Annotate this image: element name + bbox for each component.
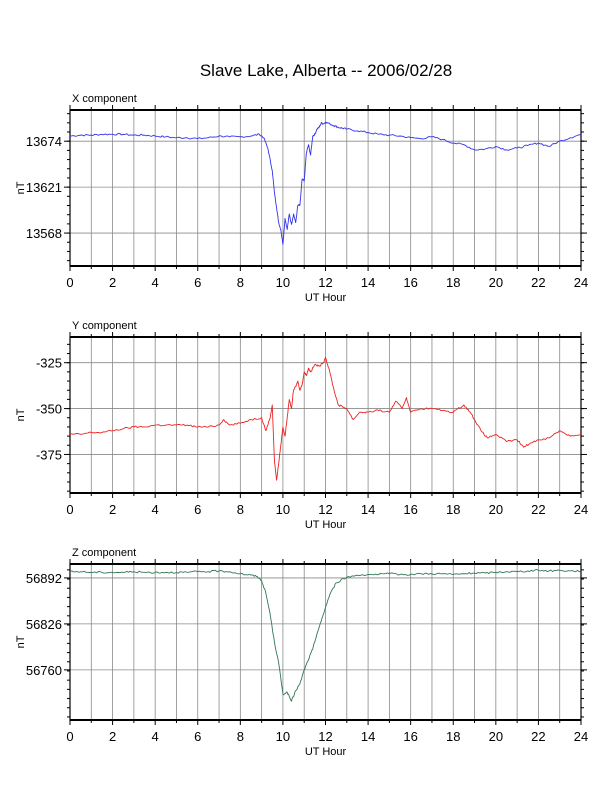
x-tick-label: 16 bbox=[403, 729, 417, 744]
y-tick-label: -375 bbox=[36, 447, 62, 462]
y-tick-label: -325 bbox=[36, 356, 62, 371]
x-tick-label: 10 bbox=[276, 502, 290, 517]
x-tick-label: 10 bbox=[276, 729, 290, 744]
x-component-label: X component bbox=[72, 93, 137, 105]
y-tick-label: 13621 bbox=[26, 180, 62, 195]
x-tick-label: 14 bbox=[361, 275, 375, 290]
x-tick-label: 12 bbox=[318, 275, 332, 290]
y-component-series-line bbox=[69, 356, 582, 481]
y-tick-label: -350 bbox=[36, 402, 62, 417]
x-tick-label: 22 bbox=[531, 729, 545, 744]
x-tick-label: 4 bbox=[152, 502, 159, 517]
x-tick-label: 8 bbox=[237, 502, 244, 517]
x-tick-label: 20 bbox=[489, 502, 503, 517]
z-component-series-line bbox=[69, 569, 582, 702]
chart-title: Slave Lake, Alberta -- 2006/02/28 bbox=[200, 61, 452, 80]
x-tick-label: 0 bbox=[66, 275, 73, 290]
y-tick-label: 56892 bbox=[26, 571, 62, 586]
x-tick-label: 2 bbox=[109, 275, 116, 290]
y-tick-label: 56760 bbox=[26, 663, 62, 678]
x-tick-label: 22 bbox=[531, 502, 545, 517]
y-component-y-axis-title: nT bbox=[15, 408, 27, 421]
x-tick-label: 4 bbox=[152, 729, 159, 744]
x-tick-label: 24 bbox=[574, 275, 588, 290]
x-tick-label: 10 bbox=[276, 275, 290, 290]
x-tick-label: 8 bbox=[237, 729, 244, 744]
x-tick-label: 2 bbox=[109, 729, 116, 744]
x-tick-label: 14 bbox=[361, 729, 375, 744]
x-tick-label: 6 bbox=[194, 275, 201, 290]
x-tick-label: 16 bbox=[403, 275, 417, 290]
x-tick-label: 4 bbox=[152, 275, 159, 290]
x-component-y-axis-title: nT bbox=[15, 181, 27, 194]
x-tick-label: 22 bbox=[531, 275, 545, 290]
x-component-series-line bbox=[69, 121, 582, 245]
x-tick-label: 12 bbox=[318, 502, 332, 517]
y-tick-label: 56826 bbox=[26, 617, 62, 632]
y-tick-label: 13568 bbox=[26, 226, 62, 241]
x-tick-label: 24 bbox=[574, 502, 588, 517]
y-component-x-axis-title: UT Hour bbox=[305, 519, 347, 531]
z-component-label: Z component bbox=[72, 547, 136, 559]
x-tick-label: 0 bbox=[66, 502, 73, 517]
x-tick-label: 8 bbox=[237, 275, 244, 290]
x-tick-label: 14 bbox=[361, 502, 375, 517]
x-tick-label: 18 bbox=[446, 502, 460, 517]
x-tick-label: 18 bbox=[446, 275, 460, 290]
x-tick-label: 6 bbox=[194, 502, 201, 517]
x-tick-label: 6 bbox=[194, 729, 201, 744]
z-component-y-axis-title: nT bbox=[15, 635, 27, 648]
x-tick-label: 0 bbox=[66, 729, 73, 744]
x-tick-label: 12 bbox=[318, 729, 332, 744]
x-tick-label: 20 bbox=[489, 729, 503, 744]
x-tick-label: 24 bbox=[574, 729, 588, 744]
x-component-x-axis-title: UT Hour bbox=[305, 292, 347, 304]
x-tick-label: 16 bbox=[403, 502, 417, 517]
y-component-label: Y component bbox=[72, 320, 137, 332]
x-tick-label: 18 bbox=[446, 729, 460, 744]
x-tick-label: 20 bbox=[489, 275, 503, 290]
z-component-x-axis-title: UT Hour bbox=[305, 746, 347, 758]
x-tick-label: 2 bbox=[109, 502, 116, 517]
y-tick-label: 13674 bbox=[26, 134, 62, 149]
